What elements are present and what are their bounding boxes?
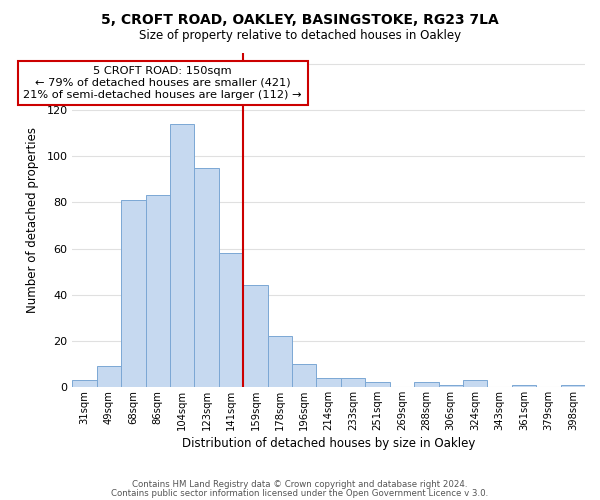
Bar [170, 124, 194, 387]
Bar [194, 168, 219, 387]
Bar [219, 253, 243, 387]
Text: 5, CROFT ROAD, OAKLEY, BASINGSTOKE, RG23 7LA: 5, CROFT ROAD, OAKLEY, BASINGSTOKE, RG23… [101, 12, 499, 26]
Bar [439, 384, 463, 387]
Y-axis label: Number of detached properties: Number of detached properties [26, 126, 40, 312]
Bar [73, 380, 97, 387]
Bar [512, 384, 536, 387]
Bar [316, 378, 341, 387]
Bar [463, 380, 487, 387]
Bar [341, 378, 365, 387]
Text: Contains HM Land Registry data © Crown copyright and database right 2024.: Contains HM Land Registry data © Crown c… [132, 480, 468, 489]
Text: Size of property relative to detached houses in Oakley: Size of property relative to detached ho… [139, 29, 461, 42]
Bar [243, 286, 268, 387]
Bar [268, 336, 292, 387]
Bar [121, 200, 146, 387]
Bar [292, 364, 316, 387]
Bar [560, 384, 585, 387]
Text: Contains public sector information licensed under the Open Government Licence v : Contains public sector information licen… [112, 488, 488, 498]
Bar [414, 382, 439, 387]
X-axis label: Distribution of detached houses by size in Oakley: Distribution of detached houses by size … [182, 437, 475, 450]
Bar [97, 366, 121, 387]
Bar [146, 196, 170, 387]
Bar [365, 382, 389, 387]
Text: 5 CROFT ROAD: 150sqm
← 79% of detached houses are smaller (421)
21% of semi-deta: 5 CROFT ROAD: 150sqm ← 79% of detached h… [23, 66, 302, 100]
